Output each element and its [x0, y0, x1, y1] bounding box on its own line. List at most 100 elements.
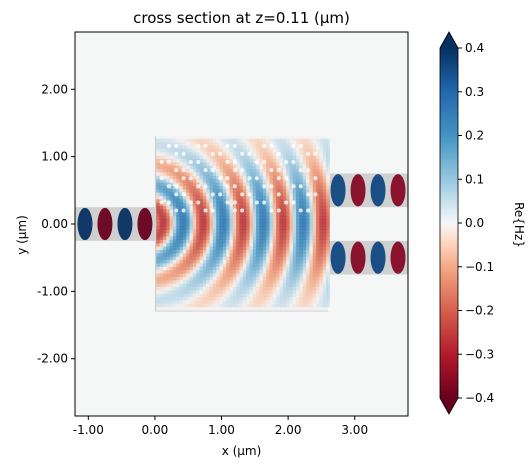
- field-cell: [299, 236, 304, 240]
- etch-dot: [196, 143, 201, 148]
- field-cell: [166, 205, 170, 210]
- field-cell: [319, 138, 324, 143]
- field-cell: [299, 279, 304, 284]
- colorbar-tick-label: 0.3: [465, 85, 484, 99]
- etch-dot: [306, 151, 311, 156]
- field-cell: [286, 188, 290, 193]
- etch-dot: [306, 168, 311, 173]
- etch-dot: [291, 200, 296, 205]
- field-cell: [182, 172, 187, 176]
- field-cell: [216, 276, 220, 281]
- field-cell: [309, 252, 314, 257]
- field-cell: [229, 236, 234, 240]
- field-cell: [222, 205, 227, 210]
- field-cell: [199, 148, 204, 153]
- field-cell: [166, 135, 170, 139]
- field-cell: [312, 212, 317, 217]
- field-cell: [289, 269, 294, 274]
- field-cell: [236, 279, 240, 284]
- field-cell: [302, 252, 307, 257]
- field-cell: [156, 158, 160, 163]
- field-cell: [306, 185, 310, 190]
- field-cell: [322, 162, 327, 166]
- x-tick-label: 3.00: [341, 423, 368, 437]
- field-cell: [296, 138, 300, 143]
- field-cell: [239, 158, 244, 163]
- field-cell: [256, 195, 260, 200]
- field-cell: [189, 246, 194, 250]
- field-cell: [219, 229, 224, 234]
- field-cell: [206, 209, 210, 213]
- field-cell: [309, 151, 314, 156]
- field-cell: [172, 199, 177, 203]
- field-cell: [282, 256, 287, 261]
- field-cell: [159, 286, 164, 291]
- field-cell: [316, 182, 320, 186]
- field-cell: [272, 151, 277, 156]
- field-cell: [239, 269, 244, 274]
- field-cell: [236, 202, 240, 207]
- field-cell: [212, 239, 217, 244]
- field-cell: [202, 155, 207, 160]
- field-cell: [202, 232, 207, 237]
- field-cell: [312, 202, 317, 207]
- field-cell: [259, 202, 264, 207]
- field-cell: [196, 188, 200, 193]
- field-cell: [199, 273, 204, 277]
- field-cell: [306, 219, 310, 224]
- field-cell: [272, 212, 277, 217]
- field-cell: [216, 263, 220, 267]
- field-cell: [189, 182, 194, 186]
- field-cell: [212, 195, 217, 200]
- field-cell: [219, 205, 224, 210]
- field-cell: [179, 172, 184, 176]
- field-cell: [172, 236, 177, 240]
- field-cell: [282, 215, 287, 220]
- field-cell: [219, 172, 224, 176]
- field-cell: [236, 266, 240, 271]
- field-cell: [269, 222, 274, 227]
- field-cell: [169, 215, 174, 220]
- field-cell: [296, 158, 300, 163]
- field-cell: [282, 286, 287, 291]
- field-cell: [326, 306, 330, 311]
- field-cell: [316, 293, 320, 298]
- field-cell: [272, 296, 277, 301]
- field-cell: [232, 276, 237, 281]
- field-cell: [192, 135, 197, 139]
- field-cell: [226, 266, 230, 271]
- field-cell: [279, 195, 284, 200]
- field-cell: [249, 205, 254, 210]
- etch-dot: [166, 143, 171, 148]
- field-cell: [212, 236, 217, 240]
- field-cell: [216, 138, 220, 143]
- field-cell: [269, 276, 274, 281]
- field-cell: [289, 138, 294, 143]
- field-cell: [309, 209, 314, 213]
- field-cell: [209, 283, 214, 288]
- field-cell: [222, 279, 227, 284]
- field-cell: [259, 300, 264, 304]
- field-cell: [156, 162, 160, 166]
- field-cell: [232, 273, 237, 277]
- field-cell: [322, 182, 327, 186]
- field-cell: [202, 236, 207, 240]
- field-cell: [192, 199, 197, 203]
- field-cell: [242, 279, 247, 284]
- field-cell: [249, 188, 254, 193]
- field-cell: [286, 269, 290, 274]
- field-cell: [176, 239, 180, 244]
- field-cell: [212, 172, 217, 176]
- field-cell: [172, 300, 177, 304]
- etch-dot: [269, 143, 274, 148]
- field-cell: [296, 252, 300, 257]
- field-cell: [176, 286, 180, 291]
- field-cell: [226, 300, 230, 304]
- field-cell: [279, 249, 284, 254]
- field-cell: [189, 283, 194, 288]
- field-cell: [186, 263, 190, 267]
- field-cell: [276, 205, 280, 210]
- field-cell: [166, 252, 170, 257]
- field-cell: [172, 158, 177, 163]
- field-cell: [196, 236, 200, 240]
